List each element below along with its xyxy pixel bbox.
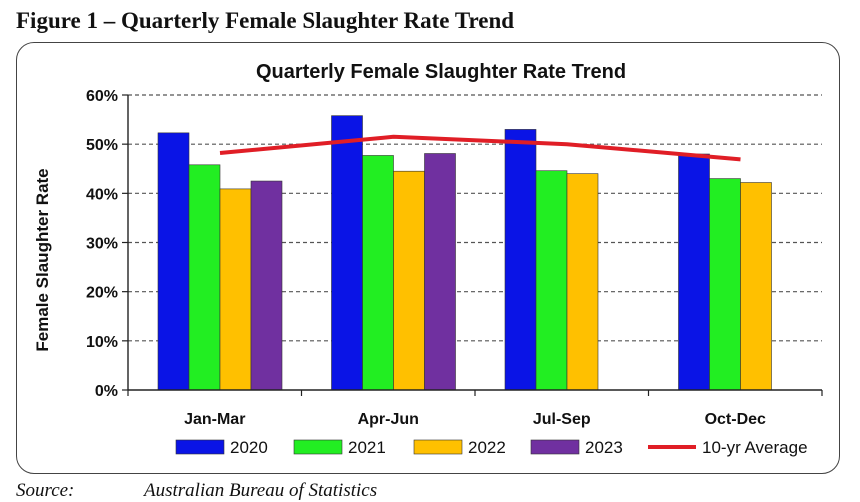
bar-2021-Apr-Jun [362, 155, 394, 391]
x-tick-label: Jan-Mar [184, 411, 245, 428]
legend-label: 2022 [468, 438, 506, 457]
legend-label: 10-yr Average [702, 438, 808, 457]
chart-title: Quarterly Female Slaughter Rate Trend [256, 61, 626, 83]
legend-swatch-2020 [175, 439, 225, 455]
y-tick-label: 50% [86, 137, 118, 154]
legend-swatch-2022 [413, 439, 463, 455]
legend-swatch-2021 [293, 439, 343, 455]
figure-caption: Figure 1 – Quarterly Female Slaughter Ra… [16, 8, 515, 33]
source-line: Source: Australian Bureau of Statistics [16, 480, 377, 502]
x-tick-label: Oct-Dec [705, 411, 766, 428]
y-tick-label: 60% [86, 88, 118, 105]
bar-2023-Jan-Mar [250, 180, 283, 391]
bar-2020-Jul-Sep [504, 129, 537, 391]
legend-label: 2021 [348, 438, 386, 457]
y-tick-label: 40% [86, 186, 118, 203]
x-tick-label: Jul-Sep [533, 411, 591, 428]
legend-swatch-2023 [530, 439, 580, 455]
average-line-layer [219, 134, 741, 162]
legend-label: 2020 [230, 438, 268, 457]
average-line [219, 134, 741, 162]
y-tick-label: 0% [95, 383, 118, 400]
bar-2020-Oct-Dec [678, 153, 710, 391]
bar-2022-Jul-Sep [566, 173, 599, 391]
y-tick-label: 10% [86, 334, 118, 351]
y-axis-label: Female Slaughter Rate [33, 168, 52, 351]
bar-2020-Apr-Jun [331, 115, 363, 391]
x-tick-label: Apr-Jun [358, 411, 419, 428]
axes: 0% 10% 20% 30% 40% 50% 60% Jan-Mar Apr-Jun Jul-Se… [86, 88, 823, 428]
bar-2021-Jul-Sep [535, 170, 568, 391]
bar-2022-Jan-Mar [219, 188, 252, 391]
y-tick-label: 30% [86, 236, 118, 253]
bar-2020-Jan-Mar [157, 132, 190, 391]
bars [157, 115, 772, 391]
bar-2022-Apr-Jun [393, 170, 425, 391]
bar-2023-Apr-Jun [424, 153, 456, 391]
y-tick-label: 20% [86, 285, 118, 302]
bar-2021-Jan-Mar [188, 164, 221, 391]
legend-label: 2023 [585, 438, 623, 457]
legend: 2020 2021 2022 2023 10-yr Average [175, 438, 808, 457]
source-label: Source: [16, 480, 75, 501]
bar-2022-Oct-Dec [740, 182, 772, 391]
chart: Quarterly Female Slaughter Rate Trend Fe… [33, 61, 823, 457]
source-text: Australian Bureau of Statistics [144, 480, 378, 501]
bar-2021-Oct-Dec [709, 178, 741, 391]
